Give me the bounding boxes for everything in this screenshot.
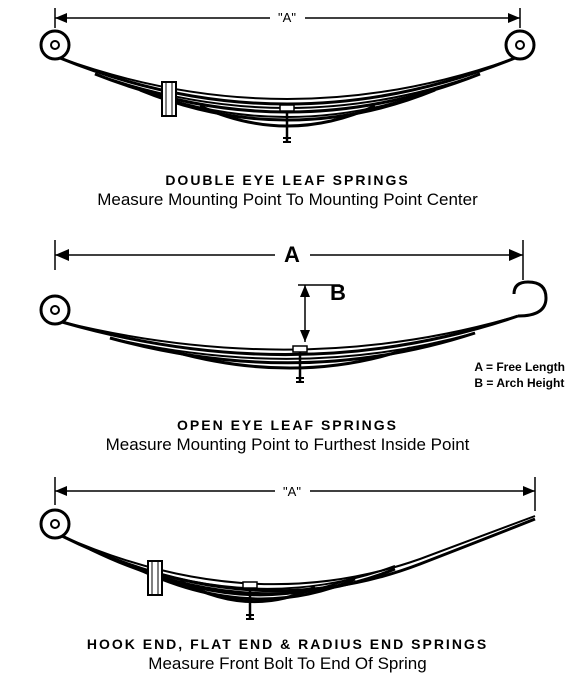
dim-a-label: "A" <box>283 484 301 499</box>
legend-b: B = Arch Height <box>474 376 565 392</box>
double-eye-svg: "A" <box>0 0 575 170</box>
figure-open-eye: A B A = Free Length B = Arch Height OPEN… <box>0 220 575 455</box>
figure-double-eye: "A" DOUBLE EYE LEAF SPRINGS Measure Moun… <box>0 0 575 210</box>
hook-end-subtitle: Measure Front Bolt To End Of Spring <box>0 654 575 674</box>
double-eye-title: DOUBLE EYE LEAF SPRINGS <box>0 172 575 188</box>
dim-a-label: "A" <box>278 10 296 25</box>
double-eye-subtitle: Measure Mounting Point To Mounting Point… <box>0 190 575 210</box>
open-eye-subtitle: Measure Mounting Point to Furthest Insid… <box>0 435 575 455</box>
open-eye-title: OPEN EYE LEAF SPRINGS <box>0 417 575 433</box>
dim-a-label: A <box>284 242 300 267</box>
figure-hook-end: "A" HOOK END, FLAT END & RADIUS END SPRI… <box>0 469 575 674</box>
legend-box: A = Free Length B = Arch Height <box>474 360 565 391</box>
hook-end-svg: "A" <box>0 469 575 634</box>
legend-a: A = Free Length <box>474 360 565 376</box>
dim-b-label: B <box>330 280 346 305</box>
